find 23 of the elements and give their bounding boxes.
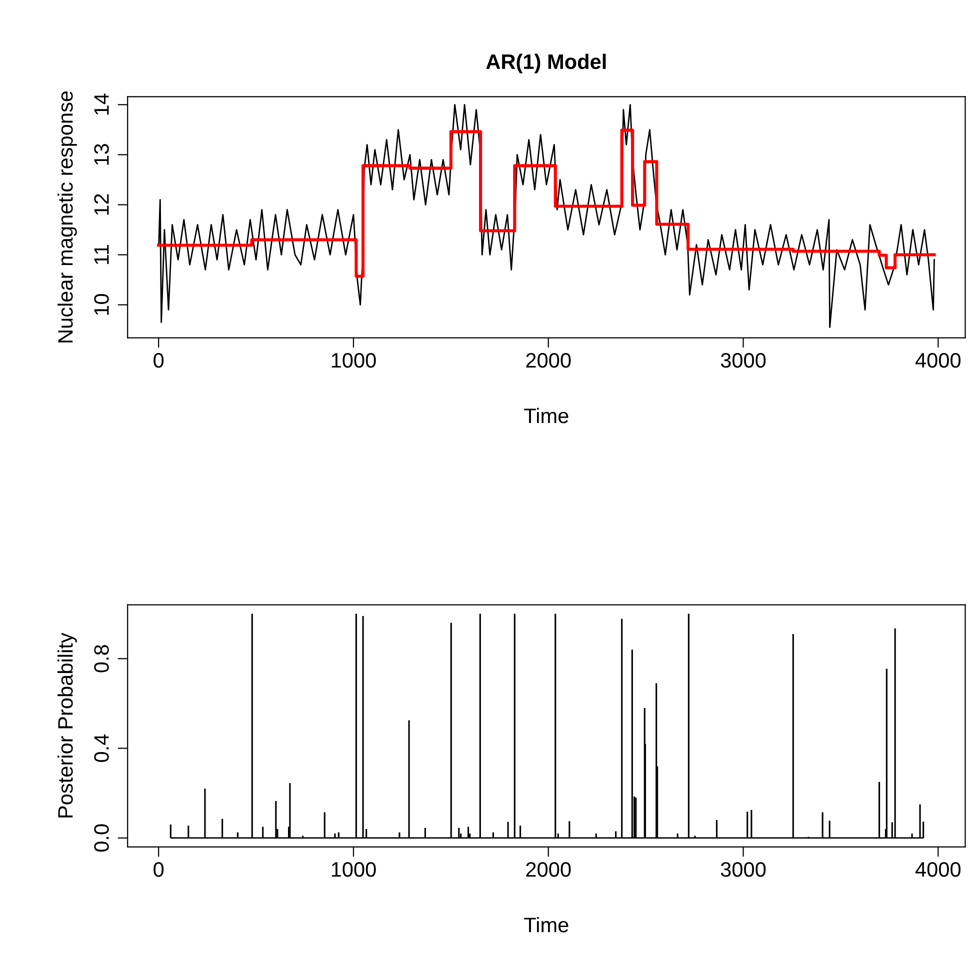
- x-tick-label: 1000: [332, 862, 376, 877]
- x-tick-label: 0: [154, 352, 164, 368]
- x-axis-title: Time: [524, 917, 568, 932]
- x-tick-label: 4000: [915, 862, 961, 877]
- x-tick-label: 0: [154, 862, 164, 877]
- y-tick-label: 0.0: [94, 824, 109, 852]
- chart-title: AR(1) Model: [486, 54, 606, 74]
- y-axis-title: Nuclear magnetic response: [58, 91, 77, 342]
- y-tick-label: 13: [94, 144, 109, 165]
- y-axis-title: Posterior Probability: [58, 632, 77, 818]
- y-tick-label: 10: [94, 294, 109, 315]
- x-tick-label: 3000: [720, 352, 766, 368]
- y-tick-label: 0.8: [94, 645, 109, 672]
- x-tick-label: 2000: [526, 862, 571, 877]
- y-tick-label: 0.4: [94, 734, 109, 762]
- x-tick-label: 1000: [332, 352, 376, 368]
- x-tick-label: 4000: [915, 352, 961, 368]
- y-tick-label: 11: [94, 244, 109, 264]
- x-tick-label: 3000: [720, 862, 766, 877]
- x-tick-label: 2000: [526, 352, 571, 368]
- x-axis-title: Time: [524, 408, 568, 424]
- y-tick-label: 14: [94, 94, 109, 115]
- y-tick-label: 12: [94, 194, 109, 215]
